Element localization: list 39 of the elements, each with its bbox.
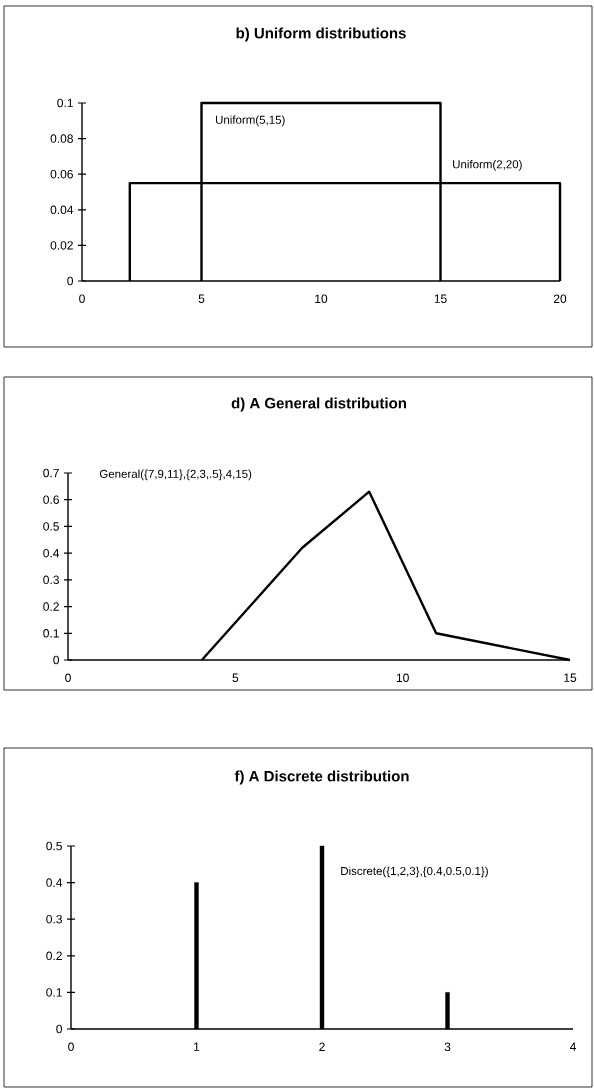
x-tick-label: 15 — [564, 673, 577, 682]
y-tick-label: 0.3 — [43, 575, 59, 585]
x-tick-label: 5 — [198, 294, 205, 303]
y-tick-label: 0.08 — [50, 134, 73, 143]
y-tick-label: 0.4 — [43, 548, 60, 558]
x-tick-label: 2 — [319, 1042, 325, 1051]
series-label: Uniform(2,20) — [453, 159, 522, 171]
y-tick-label: 0.06 — [50, 169, 73, 179]
y-tick-label: 0.2 — [43, 602, 59, 611]
x-tick-label: 5 — [232, 673, 239, 682]
y-tick-label: 0.5 — [46, 841, 62, 851]
y-tick-label: 0 — [53, 655, 59, 665]
x-tick-label: 10 — [315, 294, 328, 304]
y-tick-label: 0.4 — [46, 878, 63, 887]
x-tick-label: 10 — [396, 673, 409, 683]
y-tick-label: 0.1 — [57, 98, 73, 108]
y-tick-label: 0.1 — [46, 988, 62, 997]
y-tick-label: 0.1 — [43, 629, 59, 638]
y-tick-label: 0 — [56, 1024, 62, 1034]
x-tick-label: 4 — [569, 1042, 576, 1051]
y-tick-label: 0.2 — [46, 951, 62, 961]
y-tick-label: 0.3 — [46, 914, 62, 924]
y-tick-label: 0 — [67, 276, 73, 286]
y-tick-label: 0.02 — [50, 241, 73, 250]
x-tick-label: 3 — [444, 1042, 451, 1052]
x-tick-label: 20 — [553, 294, 567, 304]
x-tick-label: 0 — [79, 294, 85, 304]
series-label: Discrete({1,2,3},{0.4,0.5,0.1}) — [341, 866, 488, 878]
y-tick-label: 0.04 — [50, 205, 74, 215]
chart-title: d) A General distribution — [231, 397, 406, 412]
y-tick-label: 0.6 — [43, 495, 59, 504]
y-tick-label: 0.7 — [43, 468, 59, 478]
x-tick-label: 15 — [434, 294, 447, 303]
x-tick-label: 1 — [194, 1042, 200, 1051]
chart-title: f) A Discrete distribution — [234, 770, 409, 785]
text: General({7,9,11},{2,3,.5},4,15) — [99, 469, 252, 481]
y-tick-label: 0.5 — [43, 522, 59, 531]
series-label: Uniform(5,15) — [215, 115, 285, 127]
chart-title: b) Uniform distributions — [236, 27, 406, 42]
